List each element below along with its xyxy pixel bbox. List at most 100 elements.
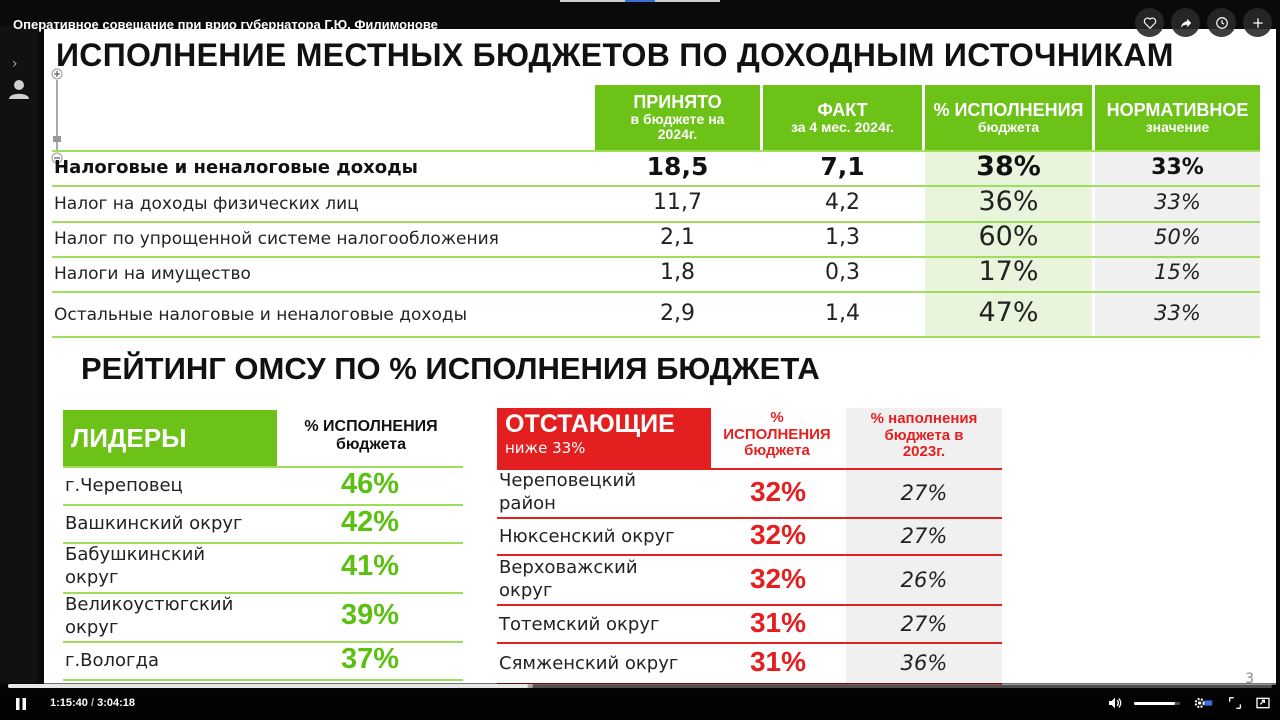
budget-fact: 4,2 [825,190,860,215]
budget-norm: 33% [1154,190,1201,214]
row-divider [52,221,1260,223]
chevron-right-icon[interactable]: › [12,56,18,72]
slide-title: ИСПОЛНЕНИЕ МЕСТНЫХ БЮДЖЕТОВ ПО ДОХОДНЫМ … [56,37,1174,73]
laggers-pct-header-line3: бюджета [744,442,810,459]
settings-icon[interactable] [1190,694,1216,712]
laggers-title: ОТСТАЮЩИЕ [505,410,675,438]
laggers-pct-header: % ИСПОЛНЕНИЯ бюджета [712,409,842,460]
leaders-header: ЛИДЕРЫ [63,410,277,466]
heart-icon[interactable] [1135,8,1164,37]
player-controls [0,683,1280,720]
share-icon[interactable] [1171,8,1200,37]
budget-row-label: Налоги на имущество [54,264,251,284]
budget-accepted: 18,5 [646,152,709,181]
header-norm-line1: НОРМАТИВНОЕ [1106,99,1249,120]
pip-icon[interactable] [1226,694,1244,712]
seek-bar[interactable] [8,684,1272,688]
top-actions [1135,8,1272,37]
volume-icon[interactable] [1106,694,1124,712]
budget-norm: 50% [1154,225,1201,249]
controls-right [1106,694,1272,712]
plus-icon[interactable] [1243,8,1272,37]
norm-column-band [1095,152,1260,338]
pause-icon[interactable] [13,696,29,712]
laggers-divider [497,468,1002,470]
budget-pct: 60% [978,221,1039,252]
top-indicator [655,0,720,2]
budget-pct: 47% [978,297,1039,328]
header-accepted-line3: 2024г. [657,125,698,142]
budget-accepted: 2,9 [660,301,695,326]
lagger-value: 32% [749,476,807,507]
budget-row-label: Налоговые и неналоговые доходы [54,157,418,178]
row-divider [52,150,1260,152]
budget-fact: 1,3 [825,225,860,250]
time-total: 3:04:18 [97,697,136,709]
laggers-fill-header: % наполнения бюджета в 2023г. [846,408,1002,468]
laggers-divider [497,517,1002,519]
leaders-divider [63,542,463,544]
laggers-fill-header-line3: 2023г. [902,443,946,460]
row-divider [52,336,1260,338]
laggers-pct-header-line2: ИСПОЛНЕНИЯ [723,425,831,443]
budget-norm: 33% [1154,301,1201,325]
header-norm: НОРМАТИВНОЕ значение [1095,85,1260,150]
budget-norm: 15% [1154,260,1201,284]
leader-name: г.Череповец [65,475,183,496]
lagger-prev: 27% [900,481,948,505]
leaders-divider [63,641,463,643]
fullscreen-icon[interactable] [1254,694,1272,712]
video-title: Оперативное совещание при врио губернато… [13,17,438,32]
budget-row-label: Налог по упрощенной системе налогообложе… [54,229,499,249]
lagger-prev: 27% [900,524,948,548]
leaders-divider [63,466,463,468]
seek-progress [8,684,528,688]
user-icon[interactable] [8,78,30,100]
leaders-divider [63,504,463,506]
budget-pct: 38% [976,151,1041,182]
header-accepted-line2: в бюджете на [630,111,725,128]
volume-level [1134,701,1176,705]
lagger-name: Сямженский округ [499,653,679,674]
lagger-value: 31% [749,646,807,677]
header-norm-line2: значение [1145,118,1210,135]
lagger-name: Череповецкий район [499,470,636,515]
lagger-name: Тотемский округ [499,614,660,635]
leaders-divider [63,592,463,594]
budget-pct: 36% [978,186,1039,217]
lagger-value: 32% [749,563,807,594]
leader-value: 46% [340,468,400,500]
leaders-pct-header: % ИСПОЛНЕНИЯ бюджета [281,418,461,453]
lagger-prev: 27% [900,612,948,636]
budget-fact: 7,1 [820,152,865,181]
lagger-name: Нюксенский округ [499,526,675,547]
header-accepted: ПРИНЯТО в бюджете на 2024г. [595,85,760,150]
slide-page-number: 3 [1245,671,1254,685]
budget-row-label: Остальные налоговые и неналоговые доходы [54,305,468,325]
volume-slider[interactable] [1134,701,1180,705]
header-pct-line1: % ИСПОЛНЕНИЯ [933,99,1084,120]
leader-value: 37% [340,643,400,675]
budget-pct: 17% [978,256,1039,287]
row-divider [52,185,1260,187]
time-current: 1:15:40 [50,697,88,709]
laggers-subtitle: ниже 33% [505,438,586,457]
leader-name: Вашкинский округ [65,513,243,534]
rating-title: РЕЙТИНГ ОМСУ ПО % ИСПОЛНЕНИЯ БЮДЖЕТА [81,351,820,386]
laggers-divider [497,642,1002,644]
leader-value: 39% [340,599,400,631]
top-indicator [560,0,625,2]
lagger-value: 32% [749,519,807,550]
header-fact: ФАКТ за 4 мес. 2024г. [763,85,922,150]
budget-fact: 0,3 [825,260,860,285]
pct-column-band [925,152,1092,338]
zoom-control[interactable] [51,68,63,164]
lagger-prev: 36% [900,651,948,675]
header-pct: % ИСПОЛНЕНИЯ бюджета [925,85,1092,150]
row-divider [52,256,1260,258]
leaders-title: ЛИДЕРЫ [71,422,187,453]
laggers-divider [497,554,1002,556]
time-display: 1:15:40 / 3:04:18 [50,697,135,709]
clock-icon[interactable] [1207,8,1236,37]
